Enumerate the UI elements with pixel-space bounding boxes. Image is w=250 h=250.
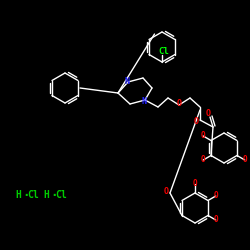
Text: ·: · — [22, 188, 30, 202]
Text: O: O — [201, 132, 205, 140]
Text: N: N — [124, 76, 130, 86]
Text: O: O — [214, 192, 218, 200]
Text: Cl: Cl — [55, 190, 67, 200]
Text: H: H — [43, 190, 49, 200]
Text: ·: · — [50, 188, 58, 202]
Text: O: O — [201, 156, 205, 164]
Text: O: O — [164, 188, 168, 196]
Text: Cl: Cl — [27, 190, 39, 200]
Text: O: O — [176, 100, 182, 108]
Text: Cl: Cl — [159, 46, 170, 56]
Text: H: H — [15, 190, 21, 200]
Text: O: O — [242, 156, 247, 164]
Text: O: O — [194, 116, 198, 126]
Text: O: O — [214, 216, 218, 224]
Text: O: O — [206, 108, 210, 118]
Text: N: N — [142, 96, 146, 106]
Text: O: O — [193, 180, 197, 188]
